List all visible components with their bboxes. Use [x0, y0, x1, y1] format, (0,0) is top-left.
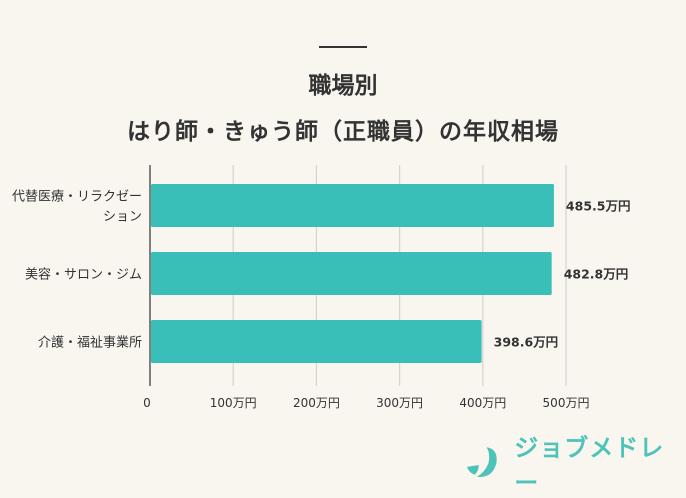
category-label: 美容・サロン・ジム [25, 267, 142, 283]
x-tick-label: 300万円 [376, 396, 423, 410]
value-label: 485.5万円 [566, 199, 631, 214]
x-tick-label: 500万円 [543, 396, 590, 410]
chart-title: 職場別 [308, 73, 378, 99]
brand-name: ジョブメドレー [514, 434, 665, 497]
value-label: 482.8万円 [564, 267, 629, 282]
brand-logo: ジョブメドレー [465, 428, 686, 498]
chart-subtitle: はり師・きゅう師（正職員）の年収相場 [127, 119, 559, 145]
brand-mark-icon [466, 447, 497, 477]
value-label: 398.6万円 [494, 335, 559, 350]
bar [151, 320, 482, 363]
bar [151, 184, 554, 227]
bar [151, 252, 552, 295]
category-label: 介護・福祉事業所 [38, 335, 142, 351]
category-label: 代替医療・リラクゼー [12, 190, 142, 205]
x-tick-label: 400万円 [459, 396, 506, 410]
title-rule [319, 46, 367, 48]
bar-chart: 0 100万円 200万円 300万円 400万円 500万円 485.5万円 代替医療・リラ… [12, 165, 631, 410]
x-tick-label: 0 [143, 396, 151, 410]
x-tick-label: 200万円 [293, 396, 340, 410]
x-tick-label: 100万円 [210, 396, 257, 410]
category-label: ション [103, 210, 142, 225]
